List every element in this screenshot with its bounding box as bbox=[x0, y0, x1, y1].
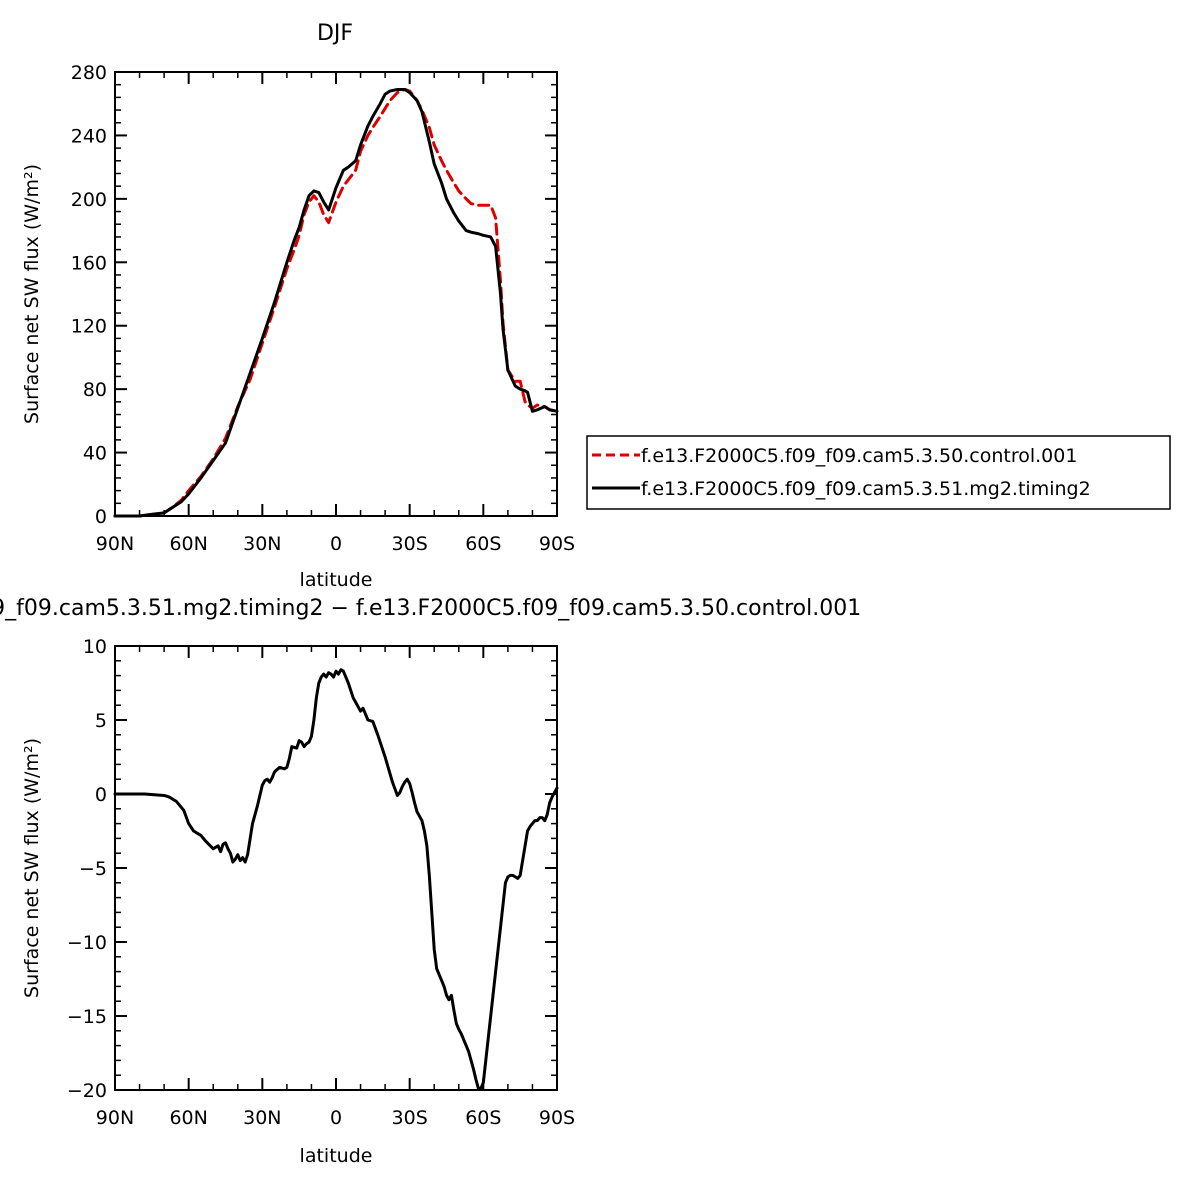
x-tick-label: 30N bbox=[243, 1107, 281, 1129]
x-tick-label: 90N bbox=[96, 533, 134, 555]
y-tick-label: 280 bbox=[71, 62, 107, 84]
top-x-axis-label: latitude bbox=[300, 569, 373, 591]
bottom-x-tick-labels: 90N 60N 30N 0 30S 60S 90S bbox=[96, 1107, 575, 1129]
x-tick-label: 0 bbox=[330, 1107, 342, 1129]
bottom-y-tick-labels: 10 5 0 −5 −10 −15 −20 bbox=[67, 636, 107, 1102]
y-tick-label: 5 bbox=[95, 710, 107, 732]
top-line-chart: DJF 90N 60N 30N 0 30S 60S 90S 0 40 80 120 160 200 24… bbox=[21, 21, 1171, 591]
y-tick-label: −20 bbox=[67, 1080, 107, 1102]
x-tick-label: 90S bbox=[539, 1107, 575, 1129]
x-tick-label: 30N bbox=[243, 533, 281, 555]
top-plot-frame bbox=[114, 71, 558, 517]
x-tick-label: 90N bbox=[96, 1107, 134, 1129]
legend-label-timing2: f.e13.F2000C5.f09_f09.cam5.3.51.mg2.timi… bbox=[641, 478, 1091, 500]
y-tick-label: 0 bbox=[95, 506, 107, 528]
y-tick-label: 40 bbox=[83, 443, 107, 465]
x-tick-label: 60N bbox=[169, 533, 207, 555]
x-tick-label: 60S bbox=[465, 533, 501, 555]
bottom-x-axis-label: latitude bbox=[300, 1145, 373, 1167]
legend: f.e13.F2000C5.f09_f09.cam5.3.50.control.… bbox=[586, 435, 1171, 510]
y-tick-label: 160 bbox=[71, 252, 107, 274]
y-tick-label: 10 bbox=[83, 636, 107, 658]
y-tick-label: −10 bbox=[67, 932, 107, 954]
x-tick-label: 30S bbox=[392, 1107, 428, 1129]
legend-label-control: f.e13.F2000C5.f09_f09.cam5.3.50.control.… bbox=[641, 445, 1077, 467]
y-tick-label: 120 bbox=[71, 316, 107, 338]
bottom-series-lines bbox=[113, 668, 559, 1091]
bottom-plot-frame bbox=[114, 645, 558, 1091]
top-series-lines bbox=[113, 87, 559, 518]
bottom-y-axis-label: Surface net SW flux (W/m²) bbox=[21, 738, 43, 998]
y-tick-label: −5 bbox=[79, 858, 107, 880]
top-x-tick-labels: 90N 60N 30N 0 30S 60S 90S bbox=[96, 533, 575, 555]
x-tick-label: 90S bbox=[539, 533, 575, 555]
bottom-line-chart: f.e13.F2000C5.f09_f09.cam5.3.51.mg2.timi… bbox=[0, 596, 861, 1167]
x-tick-label: 0 bbox=[330, 533, 342, 555]
y-tick-label: −15 bbox=[67, 1006, 107, 1028]
y-tick-label: 200 bbox=[71, 189, 107, 211]
x-tick-label: 30S bbox=[392, 533, 428, 555]
bottom-chart-title: f.e13.F2000C5.f09_f09.cam5.3.51.mg2.timi… bbox=[0, 596, 861, 621]
top-chart-title: DJF bbox=[317, 21, 353, 46]
y-tick-label: 240 bbox=[71, 125, 107, 147]
series-line-f.e13.F2000C5.f09_f09.cam5.3.51.mg2.timing2 bbox=[113, 87, 559, 518]
top-y-tick-labels: 0 40 80 120 160 200 240 280 bbox=[71, 62, 107, 528]
legend-box bbox=[586, 435, 1171, 510]
y-tick-label: 0 bbox=[95, 784, 107, 806]
x-tick-label: 60S bbox=[465, 1107, 501, 1129]
top-y-axis-label: Surface net SW flux (W/m²) bbox=[21, 164, 43, 424]
series-line-difference bbox=[113, 668, 559, 1091]
x-tick-label: 60N bbox=[169, 1107, 207, 1129]
y-tick-label: 80 bbox=[83, 379, 107, 401]
